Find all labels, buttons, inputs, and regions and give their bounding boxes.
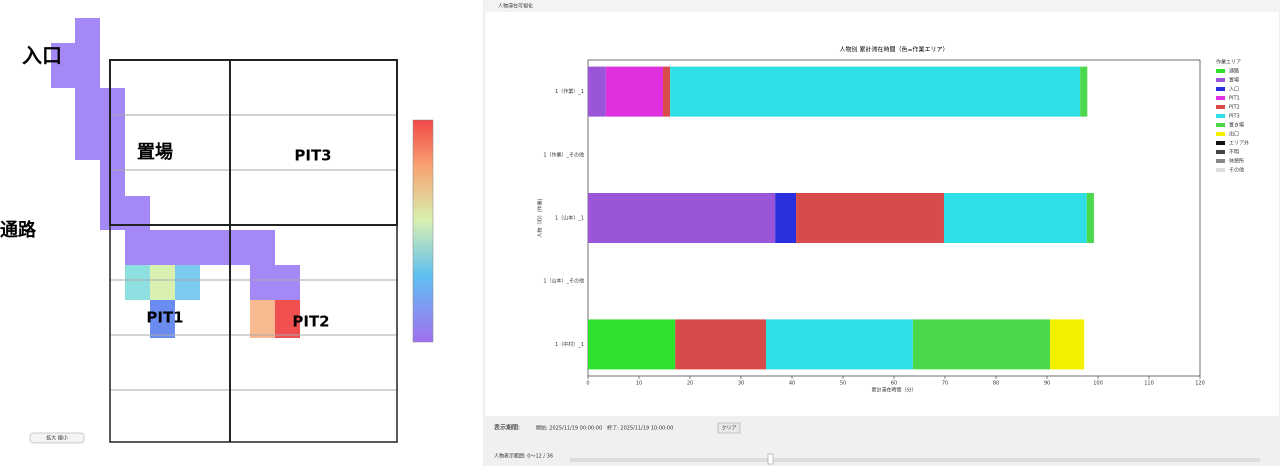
legend-swatch <box>1216 69 1225 73</box>
bar-segment <box>765 319 913 370</box>
y-axis-label: 人物（ID）(作業) <box>537 198 544 237</box>
legend-label: 通路 <box>1229 68 1239 75</box>
map-label: PIT2 <box>292 313 329 331</box>
x-tick-label: 90 <box>1044 381 1050 387</box>
legend-label: 出口 <box>1229 131 1239 138</box>
x-tick-label: 110 <box>1144 381 1154 387</box>
legend-label: 置き場 <box>1229 122 1244 129</box>
map-label: 置場 <box>137 142 173 163</box>
zoom-label: 拡大 縮小 <box>46 435 68 442</box>
x-tick-label: 120 <box>1195 381 1205 387</box>
period: 開始: 2025/11/19 00:00:00 終了: 2025/11/19 1… <box>536 425 673 432</box>
bar-segment <box>1080 66 1088 117</box>
floor-map: 入口 通路 置場 PIT3 PIT1 PIT2 拡大 縮小 <box>0 0 482 466</box>
x-tick-label: 30 <box>738 381 744 387</box>
x-tick-label: 80 <box>993 381 999 387</box>
bar-segment <box>588 193 776 243</box>
y-tick-label: 1（山本）_その他 <box>543 278 584 285</box>
zoom-buttons[interactable] <box>29 432 85 444</box>
legend-swatch <box>1216 96 1225 100</box>
clear-label: クリア <box>721 426 736 432</box>
x-tick-label: 10 <box>636 381 642 387</box>
x-tick-label: 50 <box>840 381 846 387</box>
legend-label: 入口 <box>1229 87 1239 93</box>
bar-segment <box>1086 193 1094 243</box>
x-axis-label: 累計滞在時間（分） <box>871 387 916 394</box>
legend-swatch <box>1216 150 1225 154</box>
y-tick-label: 1（作業）_1 <box>555 88 584 95</box>
bar-segment <box>943 193 1087 243</box>
legend-swatch <box>1216 141 1225 145</box>
bar-segment <box>775 193 797 243</box>
x-tick-label: 100 <box>1093 381 1103 387</box>
legend-label: その他 <box>1229 167 1244 174</box>
legend-label: PIT1 <box>1229 96 1240 102</box>
legend-label: PIT3 <box>1229 114 1240 120</box>
legend-swatch <box>1216 132 1225 136</box>
legend-swatch <box>1216 123 1225 127</box>
legend-swatch <box>1216 114 1225 118</box>
legend-label: 置場 <box>1229 77 1239 84</box>
x-tick-label: 70 <box>942 381 948 387</box>
bar-segment <box>670 66 1081 117</box>
bar-segment <box>675 319 766 370</box>
chart-title: 人物別 累計滞在時間（色=作業エリア） <box>840 46 949 54</box>
x-tick-label: 20 <box>687 381 693 387</box>
legend-swatch <box>1216 159 1225 163</box>
map-label: 入口 <box>22 44 62 68</box>
legend-swatch <box>1216 78 1225 82</box>
x-tick-label: 60 <box>891 381 897 387</box>
x-tick-label: 40 <box>789 381 795 387</box>
bar-segment <box>588 66 606 117</box>
range-label: 人物表示範囲: 0〜12 / 36 <box>494 453 553 460</box>
bar-segment <box>588 319 676 370</box>
bar-segment <box>912 319 1051 370</box>
legend-label: エリア外 <box>1229 140 1249 147</box>
y-tick-label: 1（作業）_その他 <box>543 151 584 158</box>
slider-handle[interactable] <box>767 453 774 465</box>
period-label: 表示期間: <box>494 424 520 432</box>
legend-label: 不明 <box>1229 150 1239 156</box>
bar-segment <box>605 66 663 117</box>
legend-title: 作業エリア <box>1216 59 1241 66</box>
map-label: 通路 <box>0 219 37 241</box>
bar-segment <box>1050 319 1085 370</box>
legend-label: PIT2 <box>1229 105 1240 111</box>
y-tick-label: 1（中村）_1 <box>555 341 584 348</box>
clear-button[interactable] <box>717 422 741 434</box>
legend-swatch <box>1216 168 1225 172</box>
map-label: PIT1 <box>146 309 183 327</box>
legend-swatch <box>1216 105 1225 109</box>
range-slider[interactable] <box>570 458 1260 462</box>
bar-segment <box>662 66 671 117</box>
y-tick-label: 1（山本）_1 <box>555 215 584 222</box>
colorbar <box>412 119 434 343</box>
bar-segment <box>796 193 944 243</box>
window-title: 人物滞在可視化 <box>498 3 533 10</box>
legend-swatch <box>1216 87 1225 91</box>
legend-label: 休憩所 <box>1229 158 1244 165</box>
x-tick-label: 0 <box>586 381 589 387</box>
map-label: PIT3 <box>294 147 331 165</box>
